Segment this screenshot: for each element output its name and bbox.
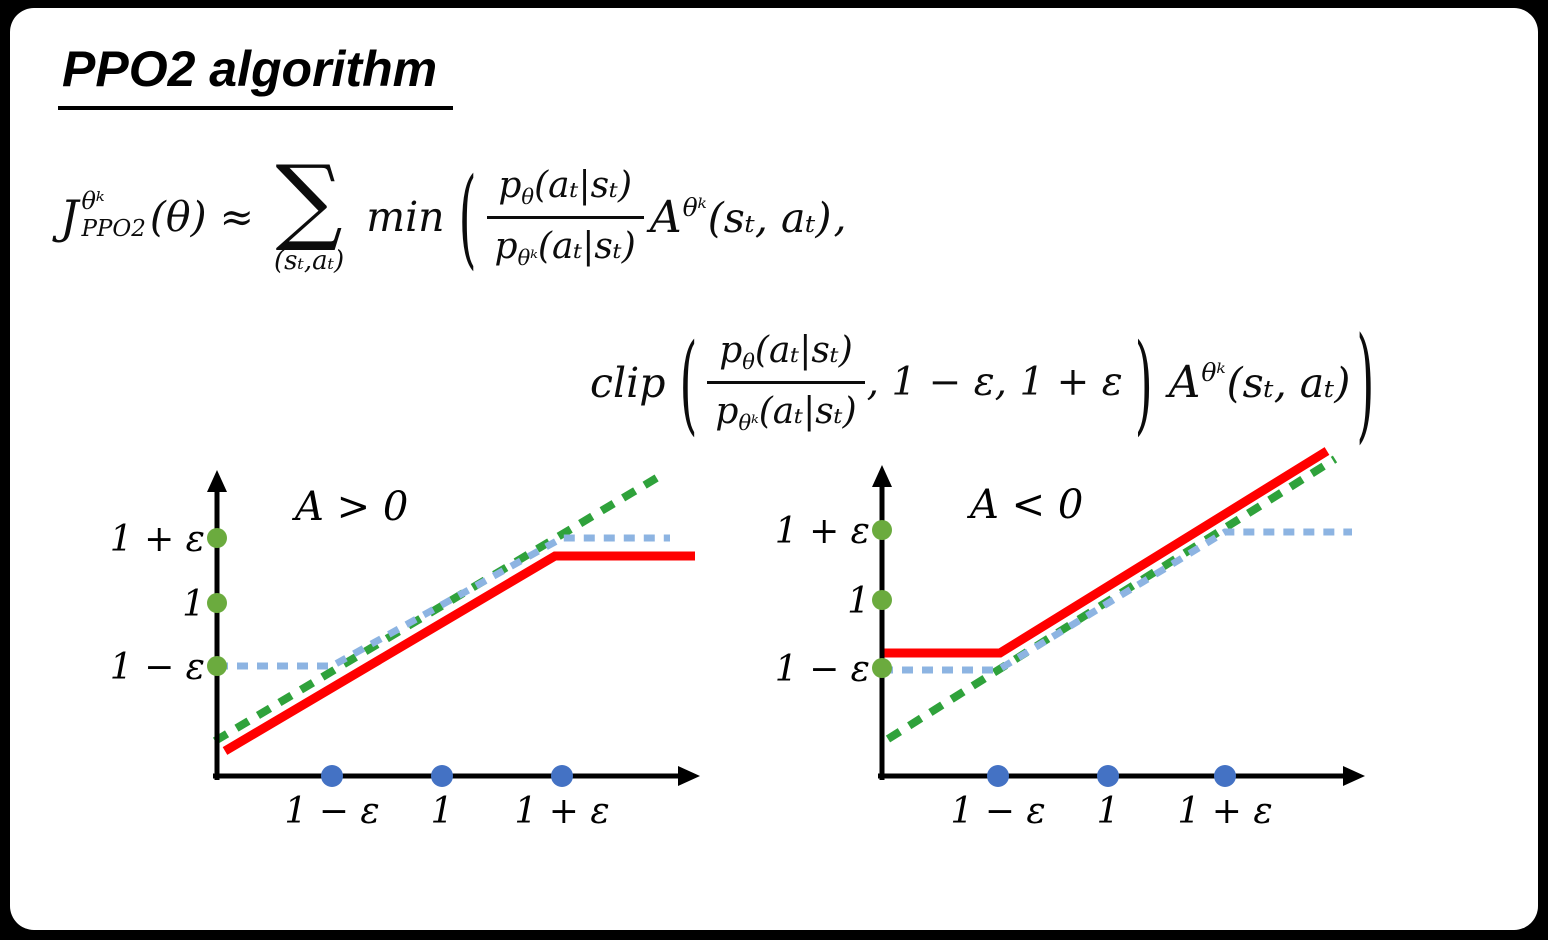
plot-a-negative: 1 + ε 1 1 − ε 1 − ε 1 1 + ε A < 0: [775, 447, 1365, 832]
x-tick-dot: [431, 765, 453, 787]
ratio-args: (aₜ|sₜ): [534, 164, 632, 206]
theta-k-subscript: θᵏ: [738, 411, 759, 435]
min-operator: min: [366, 193, 445, 242]
x-tick-dot: [551, 765, 573, 787]
p-symbol: p: [719, 330, 743, 371]
page-title-text: PPO2 algorithm: [62, 41, 438, 97]
J-supersub-stack: θᵏ PPO2: [81, 188, 145, 242]
p-symbol: p: [494, 225, 518, 267]
fraction-numerator: pθ(aₜ|sₜ): [707, 330, 865, 384]
objective-J-term: J θᵏ PPO2: [60, 188, 148, 245]
p-symbol: p: [498, 164, 522, 206]
plot-a-positive: 1 + ε 1 1 − ε 1 − ε 1 1 + ε A > 0: [110, 469, 700, 832]
x-tick-dot: [321, 765, 343, 787]
clip-operator: clip: [590, 358, 666, 407]
x-tick-label: 1: [1097, 791, 1120, 832]
theta-approx-text: (θ) ≈: [149, 193, 254, 242]
close-paren-min: ): [1356, 309, 1375, 456]
fraction-denominator: pθᵏ(aₜ|sₜ): [707, 384, 864, 435]
y-tick-label: 1: [182, 584, 205, 625]
x-tick-label: 1: [431, 791, 454, 832]
open-paren-clip: (: [679, 319, 698, 446]
y-tick-label: 1 + ε: [775, 511, 870, 552]
A-symbol: A: [649, 191, 682, 243]
x-tick-label: 1 + ε: [1177, 791, 1272, 832]
advantage-term-1: Aθᵏ(sₜ, aₜ): [650, 192, 832, 243]
y-tick-dot: [207, 593, 227, 613]
advantage-term-2: Aθᵏ(sₜ, aₜ): [1169, 357, 1351, 408]
x-tick-label: 1 − ε: [950, 791, 1045, 832]
formula-line-1: J θᵏ PPO2 (θ) ≈ ∑ (sₜ,aₜ) min ( pθ(aₜ|sₜ…: [60, 146, 847, 281]
prob-ratio-fraction-1: pθ(aₜ|sₜ) pθᵏ(aₜ|sₜ): [486, 164, 644, 270]
page-title: PPO2 algorithm: [58, 40, 454, 110]
clipped-ratio-line: [882, 528, 1352, 674]
y-tick-dot: [872, 590, 892, 610]
y-tick-label: 1: [847, 581, 870, 622]
ratio-args: (aₜ|sₜ): [754, 330, 853, 371]
x-tick-dot: [1214, 765, 1236, 787]
objective-line: [883, 447, 1330, 658]
x-tick-label: 1 − ε: [284, 791, 379, 832]
y-tick-label: 1 − ε: [110, 647, 205, 688]
p-symbol: p: [715, 391, 739, 432]
clipped-ratio-line: [217, 534, 670, 670]
y-tick-dot: [207, 656, 227, 676]
y-tick-dot: [872, 520, 892, 540]
theta-subscript: θ: [521, 184, 535, 209]
summation-subscript: (sₜ,aₜ): [273, 246, 345, 277]
ratio-args: (aₜ|sₜ): [537, 225, 636, 267]
y-tick-label: 1 − ε: [775, 649, 870, 690]
clip-bounds-text: , 1 − ε, 1 + ε: [866, 360, 1123, 405]
J-superscript: θᵏ: [81, 187, 105, 216]
J-symbol: J: [60, 190, 79, 245]
x-axis-arrow-icon: [1343, 766, 1365, 786]
x-tick-label: 1 + ε: [514, 791, 609, 832]
objective-line: [222, 551, 695, 755]
x-tick-dot: [987, 765, 1009, 787]
open-paren-min: (: [458, 153, 477, 281]
J-subscript: PPO2: [81, 215, 146, 242]
plot-annotation: A < 0: [966, 482, 1083, 528]
y-axis-arrow-icon: [872, 465, 892, 487]
A-args: (sₜ, aₜ): [707, 193, 832, 242]
A-args: (sₜ, aₜ): [1226, 359, 1351, 407]
slide: PPO2 algorithm J θᵏ PPO2 (θ) ≈ ∑ (sₜ,aₜ)…: [10, 8, 1538, 930]
prob-ratio-fraction-2: pθ(aₜ|sₜ) pθᵏ(aₜ|sₜ): [707, 330, 865, 435]
summation: ∑ (sₜ,aₜ): [273, 146, 345, 277]
y-tick-dot: [872, 658, 892, 678]
close-paren-clip: ): [1134, 319, 1153, 446]
x-axis-arrow-icon: [678, 766, 700, 786]
x-tick-dot: [1097, 765, 1119, 787]
plot-annotation: A > 0: [291, 484, 408, 530]
y-axis-arrow-icon: [207, 470, 227, 492]
sigma-symbol: ∑: [275, 146, 343, 255]
identity-ratio-line: [212, 469, 668, 745]
y-tick-dot: [207, 528, 227, 548]
A-symbol: A: [1168, 357, 1201, 408]
ratio-args: (aₜ|sₜ): [758, 391, 857, 432]
A-superscript: θᵏ: [1201, 358, 1226, 387]
A-superscript: θᵏ: [682, 192, 707, 222]
theta-k-subscript: θᵏ: [517, 245, 538, 270]
fraction-denominator: pθᵏ(aₜ|sₜ): [487, 219, 644, 270]
fraction-numerator: pθ(aₜ|sₜ): [486, 164, 644, 219]
theta-subscript: θ: [742, 350, 755, 374]
formula-line-2: clip ( pθ(aₜ|sₜ) pθᵏ(aₜ|sₜ) , 1 − ε, 1 +…: [590, 319, 1384, 446]
line1-trailing-comma: ,: [833, 193, 847, 242]
y-tick-label: 1 + ε: [110, 519, 205, 560]
